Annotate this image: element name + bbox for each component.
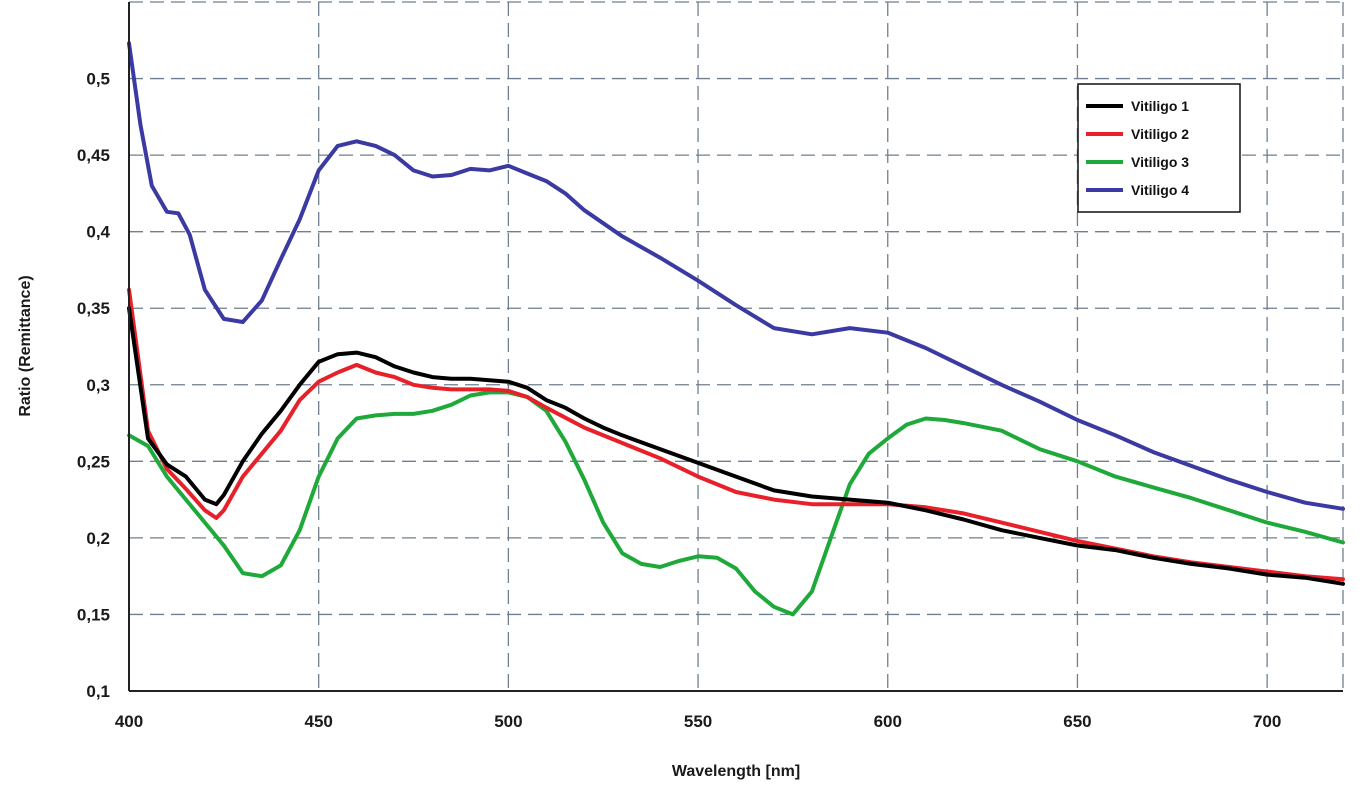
x-tick-label: 450 bbox=[305, 712, 333, 731]
legend: Vitiligo 1 Vitiligo 2 Vitiligo 3 Vitiligo 4 bbox=[1077, 83, 1241, 213]
x-tick-label: 600 bbox=[874, 712, 902, 731]
y-tick-label: 0,4 bbox=[86, 223, 110, 242]
legend-label: Vitiligo 2 bbox=[1131, 126, 1189, 142]
y-tick-label: 0,2 bbox=[86, 529, 110, 548]
x-tick-label: 550 bbox=[684, 712, 712, 731]
y-tick-label: 0,5 bbox=[86, 70, 110, 89]
y-tick-labels: 0,1 0,15 0,2 0,25 0,3 0,35 0,4 0,45 0,5 bbox=[77, 70, 111, 701]
y-axis-title: Ratio (Remittance) bbox=[17, 275, 34, 416]
x-axis-title: Wavelength [nm] bbox=[672, 763, 800, 780]
x-tick-label: 700 bbox=[1253, 712, 1281, 731]
y-tick-label: 0,3 bbox=[86, 376, 110, 395]
x-tick-labels: 400 450 500 550 600 650 700 bbox=[115, 712, 1282, 731]
axes bbox=[128, 2, 1343, 692]
grid bbox=[129, 1, 1344, 691]
series-line-vitiligo-3 bbox=[127, 390, 1345, 617]
series-layer bbox=[127, 41, 1345, 617]
x-tick-label: 650 bbox=[1063, 712, 1091, 731]
legend-label: Vitiligo 4 bbox=[1131, 182, 1189, 198]
legend-label: Vitiligo 1 bbox=[1131, 98, 1189, 114]
y-tick-label: 0,1 bbox=[86, 682, 110, 701]
series-line-vitiligo-1 bbox=[127, 306, 1345, 586]
series-line-vitiligo-2 bbox=[127, 287, 1345, 582]
legend-label: Vitiligo 3 bbox=[1131, 154, 1189, 170]
x-tick-label: 400 bbox=[115, 712, 143, 731]
y-tick-label: 0,45 bbox=[77, 146, 110, 165]
y-tick-label: 0,15 bbox=[77, 605, 110, 624]
y-tick-label: 0,35 bbox=[77, 299, 110, 318]
y-tick-label: 0,25 bbox=[77, 452, 110, 471]
x-tick-label: 500 bbox=[494, 712, 522, 731]
series-line-vitiligo-4 bbox=[127, 41, 1345, 511]
